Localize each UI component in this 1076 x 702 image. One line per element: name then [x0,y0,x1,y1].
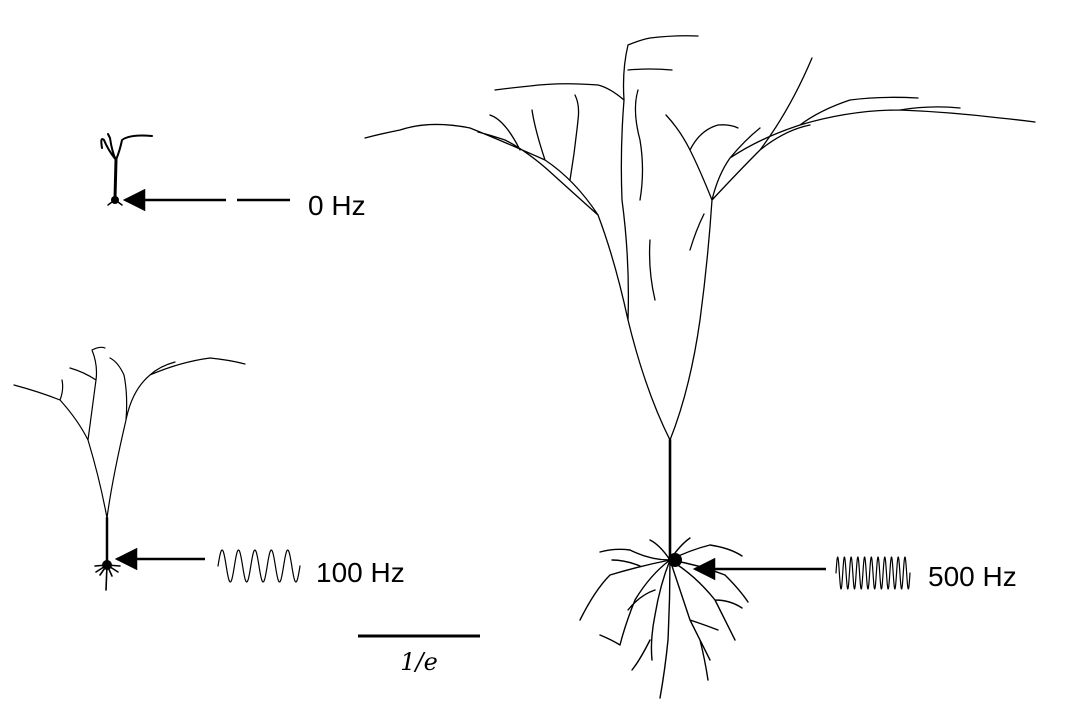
waveform-sine-500hz [835,556,911,590]
neuron-100hz [13,346,246,591]
label-500hz: 500 Hz [928,561,1017,592]
neuron-500hz [364,35,1036,699]
label-0hz: 0 Hz [308,190,366,221]
neuron-0hz [100,133,153,206]
scale-bar: 1/e [358,634,480,676]
label-100hz: 100 Hz [316,557,405,588]
stimulus-100hz: 100 Hz [114,547,405,588]
stimulus-0hz: 0 Hz [122,188,366,221]
waveform-sine-100hz [217,549,301,583]
stimulus-500hz: 500 Hz [692,556,1017,592]
scale-bar-label: 1/e [400,648,438,676]
